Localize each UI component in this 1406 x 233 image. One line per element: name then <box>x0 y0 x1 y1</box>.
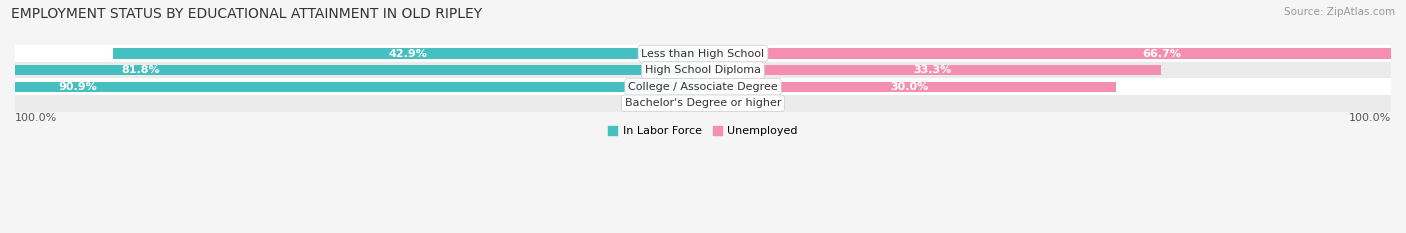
Bar <box>15 45 1391 62</box>
Text: 0.0%: 0.0% <box>664 98 692 108</box>
Text: Less than High School: Less than High School <box>641 49 765 58</box>
Bar <box>703 82 1116 92</box>
Text: 30.0%: 30.0% <box>890 82 928 92</box>
Bar <box>0 82 703 92</box>
Legend: In Labor Force, Unemployed: In Labor Force, Unemployed <box>603 122 803 140</box>
Text: 0.0%: 0.0% <box>714 98 742 108</box>
Bar <box>0 65 703 75</box>
Text: High School Diploma: High School Diploma <box>645 65 761 75</box>
Bar <box>112 48 703 59</box>
Bar <box>703 65 1161 75</box>
Text: 66.7%: 66.7% <box>1143 49 1181 58</box>
Text: 90.9%: 90.9% <box>58 82 97 92</box>
Bar <box>15 62 1391 79</box>
Text: 33.3%: 33.3% <box>912 65 952 75</box>
Bar <box>703 48 1406 59</box>
Bar <box>15 79 1391 95</box>
Text: Source: ZipAtlas.com: Source: ZipAtlas.com <box>1284 7 1395 17</box>
Text: Bachelor's Degree or higher: Bachelor's Degree or higher <box>624 98 782 108</box>
Text: 100.0%: 100.0% <box>1348 113 1391 123</box>
Bar <box>15 95 1391 112</box>
Text: 42.9%: 42.9% <box>388 49 427 58</box>
Text: EMPLOYMENT STATUS BY EDUCATIONAL ATTAINMENT IN OLD RIPLEY: EMPLOYMENT STATUS BY EDUCATIONAL ATTAINM… <box>11 7 482 21</box>
Text: 81.8%: 81.8% <box>121 65 159 75</box>
Text: College / Associate Degree: College / Associate Degree <box>628 82 778 92</box>
Text: 100.0%: 100.0% <box>15 113 58 123</box>
